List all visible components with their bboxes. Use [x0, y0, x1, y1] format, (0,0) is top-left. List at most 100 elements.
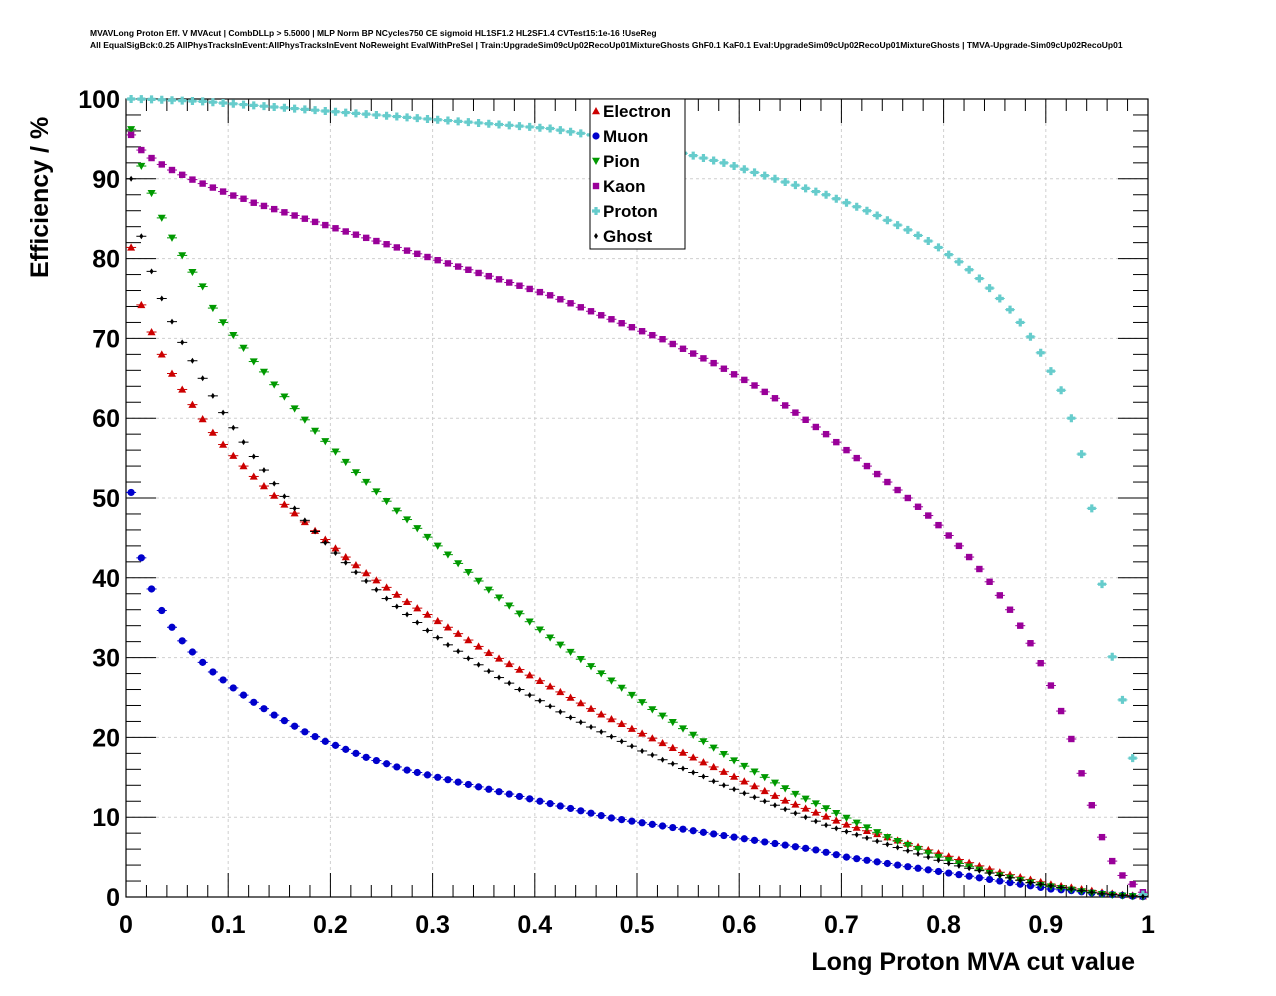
- data-point-electron: [474, 642, 483, 650]
- data-point-kaon: [250, 199, 257, 206]
- series-proton: [126, 95, 1148, 899]
- data-point-pion: [811, 800, 820, 808]
- data-point-proton: [924, 237, 933, 246]
- data-point-pion: [525, 618, 534, 626]
- data-point-muon: [239, 691, 248, 699]
- data-point-proton: [781, 177, 790, 186]
- data-point-muon: [587, 809, 595, 817]
- data-point-muon: [894, 861, 902, 869]
- data-point-pion: [403, 516, 412, 524]
- data-point-ghost: [1089, 889, 1094, 896]
- data-point-pion: [617, 684, 626, 692]
- data-point-kaon: [454, 263, 462, 270]
- data-point-ghost: [956, 862, 961, 869]
- data-point-electron: [587, 704, 596, 712]
- data-point-kaon: [761, 388, 768, 396]
- data-point-ghost: [854, 831, 859, 838]
- data-point-electron: [219, 440, 228, 448]
- data-point-muon: [924, 866, 932, 874]
- data-point-electron: [750, 782, 759, 790]
- data-point-ghost: [1038, 881, 1043, 888]
- data-point-muon: [566, 804, 575, 813]
- data-point-kaon: [138, 146, 145, 154]
- data-point-proton: [903, 225, 912, 234]
- data-point-muon: [812, 846, 820, 854]
- data-point-muon: [393, 763, 401, 771]
- data-point-pion: [413, 525, 422, 533]
- data-point-ghost: [405, 611, 410, 618]
- data-point-muon: [444, 776, 452, 784]
- data-point-pion: [433, 542, 442, 550]
- data-point-electron: [249, 472, 258, 480]
- data-point-kaon: [1098, 833, 1106, 841]
- data-point-electron: [760, 786, 769, 795]
- data-point-ghost: [169, 318, 174, 325]
- data-point-muon: [904, 863, 912, 871]
- data-point-proton: [893, 221, 902, 230]
- data-point-kaon: [1068, 735, 1075, 743]
- data-point-ghost: [732, 786, 737, 793]
- data-point-ghost: [875, 838, 880, 845]
- data-point-kaon: [230, 192, 237, 199]
- x-tick-label: 0.2: [313, 911, 348, 939]
- data-point-electron: [546, 682, 555, 690]
- data-point-proton: [832, 194, 841, 203]
- data-point-kaon: [741, 376, 748, 384]
- data-point-kaon: [158, 161, 165, 168]
- data-point-pion: [300, 416, 309, 424]
- data-point-muon: [383, 760, 391, 768]
- data-point-pion: [351, 469, 360, 477]
- data-point-muon: [761, 838, 769, 846]
- data-point-kaon: [863, 462, 871, 470]
- data-point-muon: [423, 771, 432, 779]
- data-point-kaon: [373, 237, 380, 245]
- data-point-kaon: [209, 184, 217, 191]
- data-point-muon: [914, 864, 922, 872]
- data-point-muon: [945, 869, 953, 877]
- data-point-electron: [178, 385, 187, 393]
- data-point-electron: [638, 729, 647, 737]
- data-point-kaon: [649, 332, 656, 339]
- data-point-proton: [954, 257, 963, 266]
- data-point-proton: [351, 109, 360, 118]
- data-point-electron: [464, 636, 473, 644]
- data-point-kaon: [1088, 802, 1095, 809]
- legend-marker-muon: [592, 132, 600, 140]
- data-point-ghost: [302, 517, 307, 524]
- data-point-ghost: [272, 480, 277, 487]
- data-point-ghost: [1100, 890, 1105, 897]
- data-point-ghost: [394, 603, 399, 610]
- data-point-pion: [188, 268, 197, 277]
- data-point-ghost: [415, 619, 420, 626]
- data-point-electron: [321, 535, 330, 543]
- x-tick-label: 0.4: [517, 911, 552, 939]
- data-point-pion: [208, 304, 217, 313]
- data-point-muon: [638, 819, 646, 827]
- data-point-proton: [822, 190, 831, 199]
- data-point-proton: [1026, 332, 1035, 341]
- data-point-proton: [382, 111, 391, 120]
- data-point-pion: [270, 381, 279, 389]
- data-point-proton: [167, 96, 176, 105]
- data-point-proton: [137, 95, 146, 104]
- data-point-electron: [137, 300, 146, 309]
- data-point-electron: [147, 328, 156, 336]
- data-point-electron: [239, 462, 248, 470]
- data-point-electron: [791, 800, 800, 808]
- data-point-muon: [219, 676, 227, 684]
- series-electron: [126, 243, 1148, 900]
- legend-label-proton: Proton: [603, 202, 658, 221]
- legend-marker-proton: [592, 207, 601, 215]
- data-point-pion: [883, 833, 892, 842]
- data-point-proton: [750, 168, 759, 177]
- data-point-kaon: [475, 269, 482, 277]
- data-point-ghost: [864, 834, 869, 841]
- data-point-muon: [127, 488, 135, 497]
- data-point-ghost: [251, 453, 256, 460]
- data-point-electron: [259, 482, 268, 490]
- data-point-kaon: [485, 272, 493, 280]
- data-point-pion: [167, 234, 176, 242]
- data-point-pion: [423, 533, 432, 542]
- data-point-muon: [464, 780, 472, 789]
- data-point-ghost: [190, 357, 195, 364]
